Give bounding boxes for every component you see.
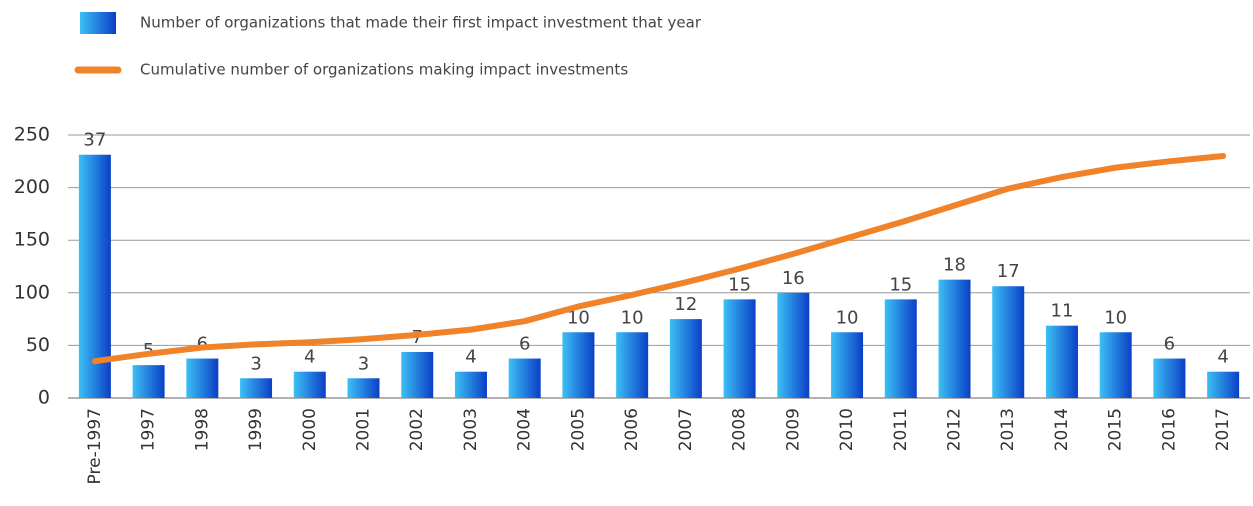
- data-label: 10: [1104, 307, 1127, 328]
- bar: [831, 332, 864, 398]
- bar: [992, 286, 1025, 398]
- data-label: 4: [304, 347, 315, 368]
- y-tick-label: 50: [26, 334, 50, 356]
- data-label: 10: [836, 307, 859, 328]
- bar: [669, 319, 702, 398]
- bar: [777, 292, 810, 398]
- data-label: 5: [143, 340, 154, 361]
- bar: [508, 358, 541, 398]
- data-label: 10: [621, 307, 644, 328]
- line: [91, 153, 1227, 365]
- data-label: 18: [943, 255, 966, 276]
- legend-label: Cumulative number of organizations makin…: [140, 61, 628, 79]
- x-tick-label: 2002: [407, 408, 427, 451]
- data-label: 4: [1217, 347, 1228, 368]
- bar: [293, 371, 326, 398]
- x-tick-label: 2008: [730, 408, 750, 451]
- x-tick-label: 2007: [676, 408, 696, 451]
- data-label: 37: [83, 130, 106, 151]
- data-label: 3: [250, 353, 261, 374]
- bar: [616, 332, 649, 398]
- data-label: 15: [889, 274, 912, 295]
- data-label: 12: [674, 294, 697, 315]
- x-tick-label: 1997: [139, 408, 159, 451]
- bar: [938, 279, 971, 398]
- bar: [454, 371, 487, 398]
- x-tick-label: 2003: [461, 408, 481, 451]
- x-tick-label: 2004: [515, 408, 535, 451]
- data-label: 15: [728, 274, 751, 295]
- x-tick-label: 2010: [837, 408, 857, 451]
- bar: [186, 358, 219, 398]
- x-tick-label: 2017: [1213, 408, 1233, 451]
- y-tick-label: 150: [14, 229, 50, 251]
- x-tick-label: 1998: [192, 408, 212, 451]
- data-label: 4: [465, 347, 476, 368]
- x-tick-label: 2014: [1052, 408, 1072, 451]
- x-tick-label: Pre-1997: [85, 408, 105, 484]
- bar: [1045, 325, 1078, 398]
- bar: [240, 378, 273, 398]
- data-label: 3: [358, 353, 369, 374]
- data-label: 10: [567, 307, 590, 328]
- y-tick-label: 100: [14, 281, 50, 303]
- bar: [884, 299, 917, 398]
- legend-label: Number of organizations that made their …: [140, 14, 702, 32]
- data-label: 16: [782, 268, 805, 289]
- bar: [1099, 332, 1132, 398]
- x-tick-label: 2013: [998, 408, 1018, 451]
- y-tick-label: 200: [14, 176, 50, 198]
- data-label: 6: [197, 334, 208, 355]
- x-tick-label: 2005: [568, 408, 588, 451]
- data-label: 6: [1164, 334, 1175, 355]
- bar: [132, 365, 165, 398]
- bar: [1153, 358, 1186, 398]
- bar: [562, 332, 595, 398]
- x-tick-label: 2015: [1106, 408, 1126, 451]
- x-tick-label: 2016: [1159, 408, 1179, 451]
- bar: [723, 299, 756, 398]
- legend-swatch: [80, 12, 116, 34]
- x-tick-label: 2012: [945, 408, 965, 451]
- bar: [1207, 371, 1240, 398]
- data-label: 11: [1051, 301, 1074, 322]
- x-tick-label: 2011: [891, 408, 911, 451]
- data-label: 6: [519, 334, 530, 355]
- y-tick-label: 250: [14, 124, 50, 146]
- x-tick-label: 1999: [246, 408, 266, 451]
- bar: [347, 378, 380, 398]
- data-label: 17: [997, 261, 1020, 282]
- x-tick-label: 2009: [783, 408, 803, 451]
- x-tick-label: 2006: [622, 408, 642, 451]
- y-tick-label: 0: [38, 387, 50, 409]
- bar: [401, 351, 434, 398]
- x-tick-label: 2001: [354, 408, 374, 451]
- x-tick-label: 2000: [300, 408, 320, 451]
